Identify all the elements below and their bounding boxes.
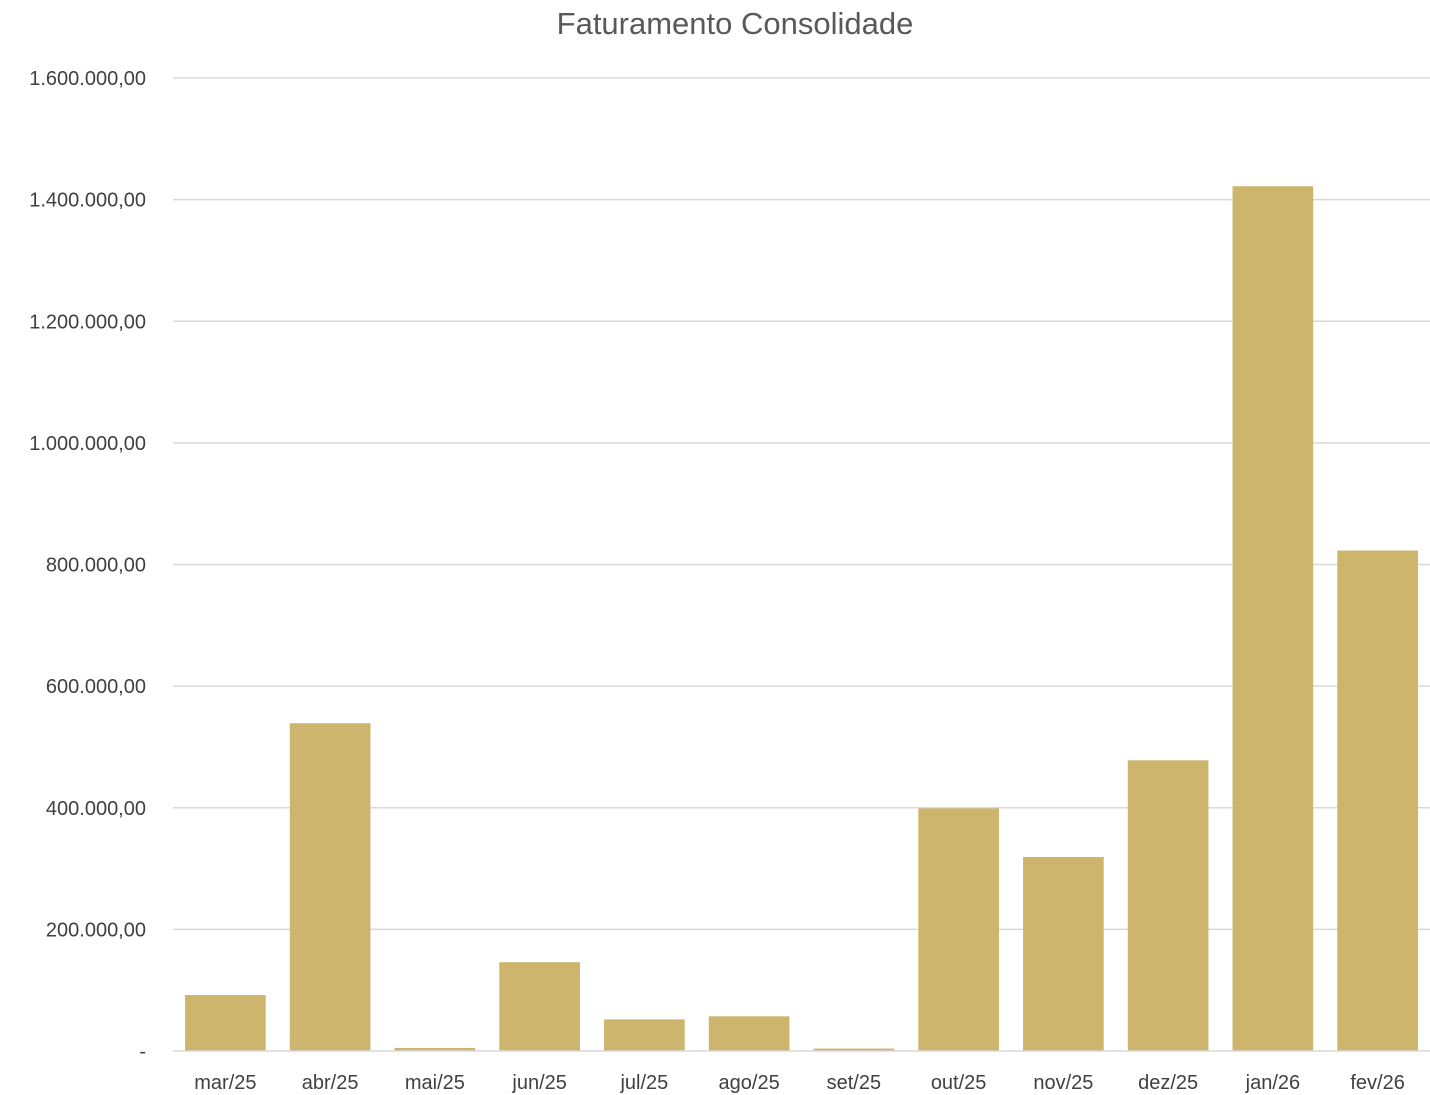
bars [185, 186, 1418, 1052]
x-tick-label: ago/25 [719, 1072, 780, 1094]
y-tick-label: 1.600.000,00 [29, 68, 146, 90]
x-tick-label: jun/25 [511, 1072, 567, 1094]
x-tick-label: abr/25 [302, 1072, 359, 1094]
gridlines [173, 77, 1430, 931]
y-tick-label: 200.000,00 [46, 919, 146, 941]
x-tick-label: jul/25 [619, 1072, 668, 1094]
y-tick-label: 800.000,00 [46, 555, 146, 577]
y-tick-label: 1.400.000,00 [29, 190, 146, 212]
y-tick-label: - [139, 1041, 146, 1063]
bar-mar-25 [185, 995, 266, 1051]
y-tick-label: 1.200.000,00 [29, 311, 146, 333]
chart-title: Faturamento Consolidade [557, 6, 914, 41]
bar-ago-25 [708, 1016, 790, 1051]
y-tick-label: 600.000,00 [46, 676, 146, 698]
bar-mai-25 [394, 1047, 476, 1051]
bar-dez-25 [1127, 760, 1209, 1051]
x-tick-label: jan/26 [1245, 1072, 1301, 1094]
x-tick-label: fev/26 [1350, 1072, 1404, 1094]
bar-fev-26 [1337, 550, 1418, 1051]
bar-out-25 [918, 808, 999, 1051]
x-tick-label: nov/25 [1033, 1072, 1093, 1094]
x-tick-label: out/25 [931, 1072, 987, 1094]
y-axis-ticks: - 200.000,00 400.000,00 600.000,00 800.000,0… [29, 68, 146, 1063]
x-tick-label: dez/25 [1138, 1072, 1198, 1094]
x-axis-ticks: mar/25 abr/25 mai/25 jun/25 jul/25 ago/25 set/… [194, 1072, 1405, 1094]
bar-set-25 [813, 1048, 895, 1051]
x-tick-label: mar/25 [194, 1072, 256, 1094]
bar-abr-25 [289, 723, 371, 1051]
bar-jul-25 [604, 1019, 685, 1051]
x-tick-label: set/25 [827, 1072, 881, 1094]
y-tick-label: 400.000,00 [46, 798, 146, 820]
bar-jan-26 [1232, 186, 1314, 1052]
bar-nov-25 [1023, 857, 1104, 1051]
bar-jun-25 [499, 962, 580, 1051]
y-tick-label: 1.000.000,00 [29, 433, 146, 455]
x-tick-label: mai/25 [405, 1072, 465, 1094]
